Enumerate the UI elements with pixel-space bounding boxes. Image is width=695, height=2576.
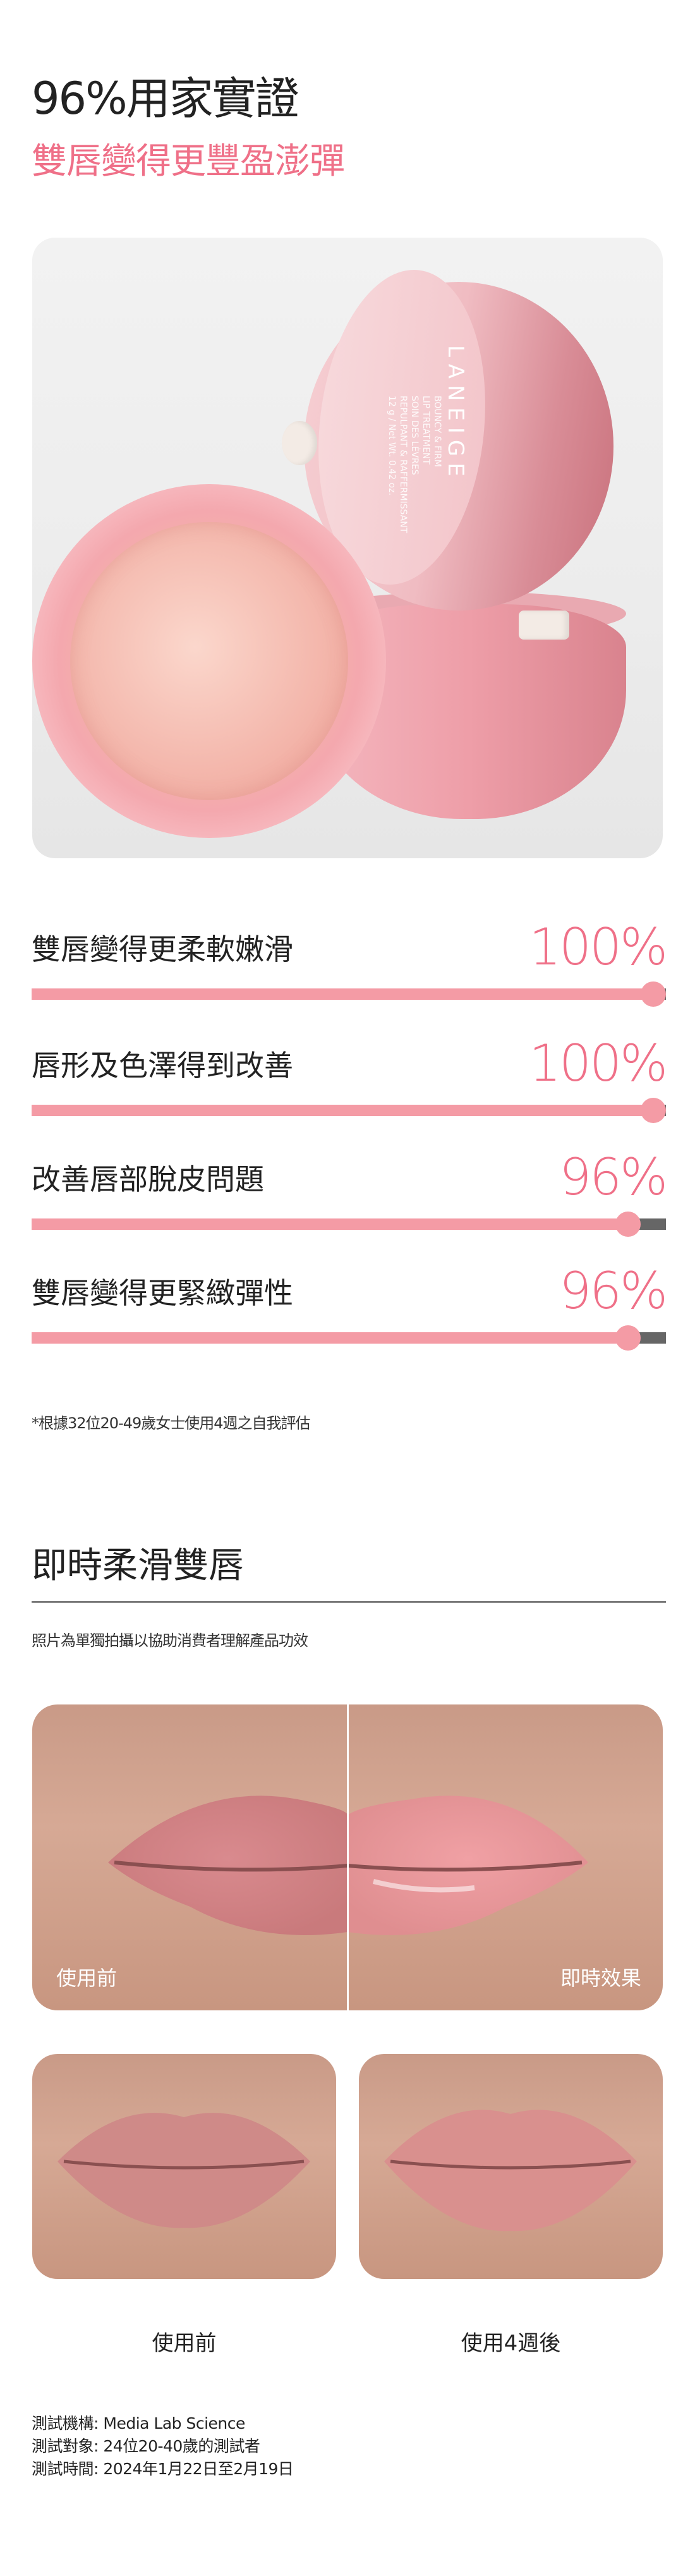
comparison-divider xyxy=(347,1704,349,2010)
stat-bar-fill xyxy=(32,1105,653,1116)
jar-clasp xyxy=(282,421,317,465)
before-caption: 使用前 xyxy=(152,2331,217,2356)
stat-bar xyxy=(32,981,666,1007)
test-period: 測試時間: 2024年1月22日至2月19日 xyxy=(32,2460,294,2478)
lip-balm-contents xyxy=(70,522,348,800)
stat-bar xyxy=(32,1098,666,1123)
footnote: *根據32位20-49歲女士使用4週之自我評估 xyxy=(32,1414,311,1432)
instant-result-photo: 使用前 即時效果 xyxy=(32,1704,663,2010)
stat-bar xyxy=(32,1325,666,1351)
stat-value: 96% xyxy=(559,1148,668,1206)
stat-label: 唇形及色澤得到改善 xyxy=(32,1048,293,1083)
before-label: 使用前 xyxy=(56,1966,118,1990)
before-photo xyxy=(32,2054,336,2279)
after-photo xyxy=(359,2054,663,2279)
jar-hinge xyxy=(519,611,569,640)
stat-bar-knob xyxy=(641,981,666,1007)
stat-label: 改善唇部脫皮問題 xyxy=(32,1162,264,1196)
stat-bar-fill xyxy=(32,1332,628,1344)
after-caption: 使用4週後 xyxy=(461,2331,561,2356)
section-title: 即時柔滑雙唇 xyxy=(32,1545,244,1586)
stat-bar-knob xyxy=(615,1325,641,1351)
open-jar xyxy=(32,484,386,838)
section-caption: 照片為單獨拍攝以協助消費者理解產品功效 xyxy=(32,1632,308,1649)
product-image: LANEIGE BOUNCY & FIRM LIP TREATMENT SOIN D… xyxy=(32,238,663,858)
product-label-text: BOUNCY & FIRM LIP TREATMENT SOIN DES LÈVRE… xyxy=(387,396,442,533)
lips-illustration xyxy=(57,2113,310,2228)
divider xyxy=(32,1601,666,1603)
test-subjects: 測試對象: 24位20-40歲的測試者 xyxy=(32,2437,260,2455)
stat-value: 96% xyxy=(559,1261,668,1320)
after-label: 即時效果 xyxy=(560,1966,641,1990)
page-title: 96%用家實證 xyxy=(32,73,299,125)
stat-bar-knob xyxy=(641,1098,666,1123)
lips-illustration xyxy=(384,2110,637,2232)
page-subtitle: 雙唇變得更豐盈澎彈 xyxy=(32,141,345,182)
lips-illustration xyxy=(108,1795,588,1935)
stat-bar-fill xyxy=(32,1218,628,1230)
stat-value: 100% xyxy=(529,918,668,976)
stat-bar-fill xyxy=(32,988,653,1000)
brand-logo: LANEIGE xyxy=(443,345,468,483)
stat-bar xyxy=(32,1212,666,1237)
stat-bar-knob xyxy=(615,1212,641,1237)
stat-value: 100% xyxy=(529,1034,668,1093)
stat-label: 雙唇變得更柔軟嫩滑 xyxy=(32,932,293,966)
test-institution: 測試機構: Media Lab Science xyxy=(32,2414,245,2433)
stat-label: 雙唇變得更緊緻彈性 xyxy=(32,1276,293,1310)
